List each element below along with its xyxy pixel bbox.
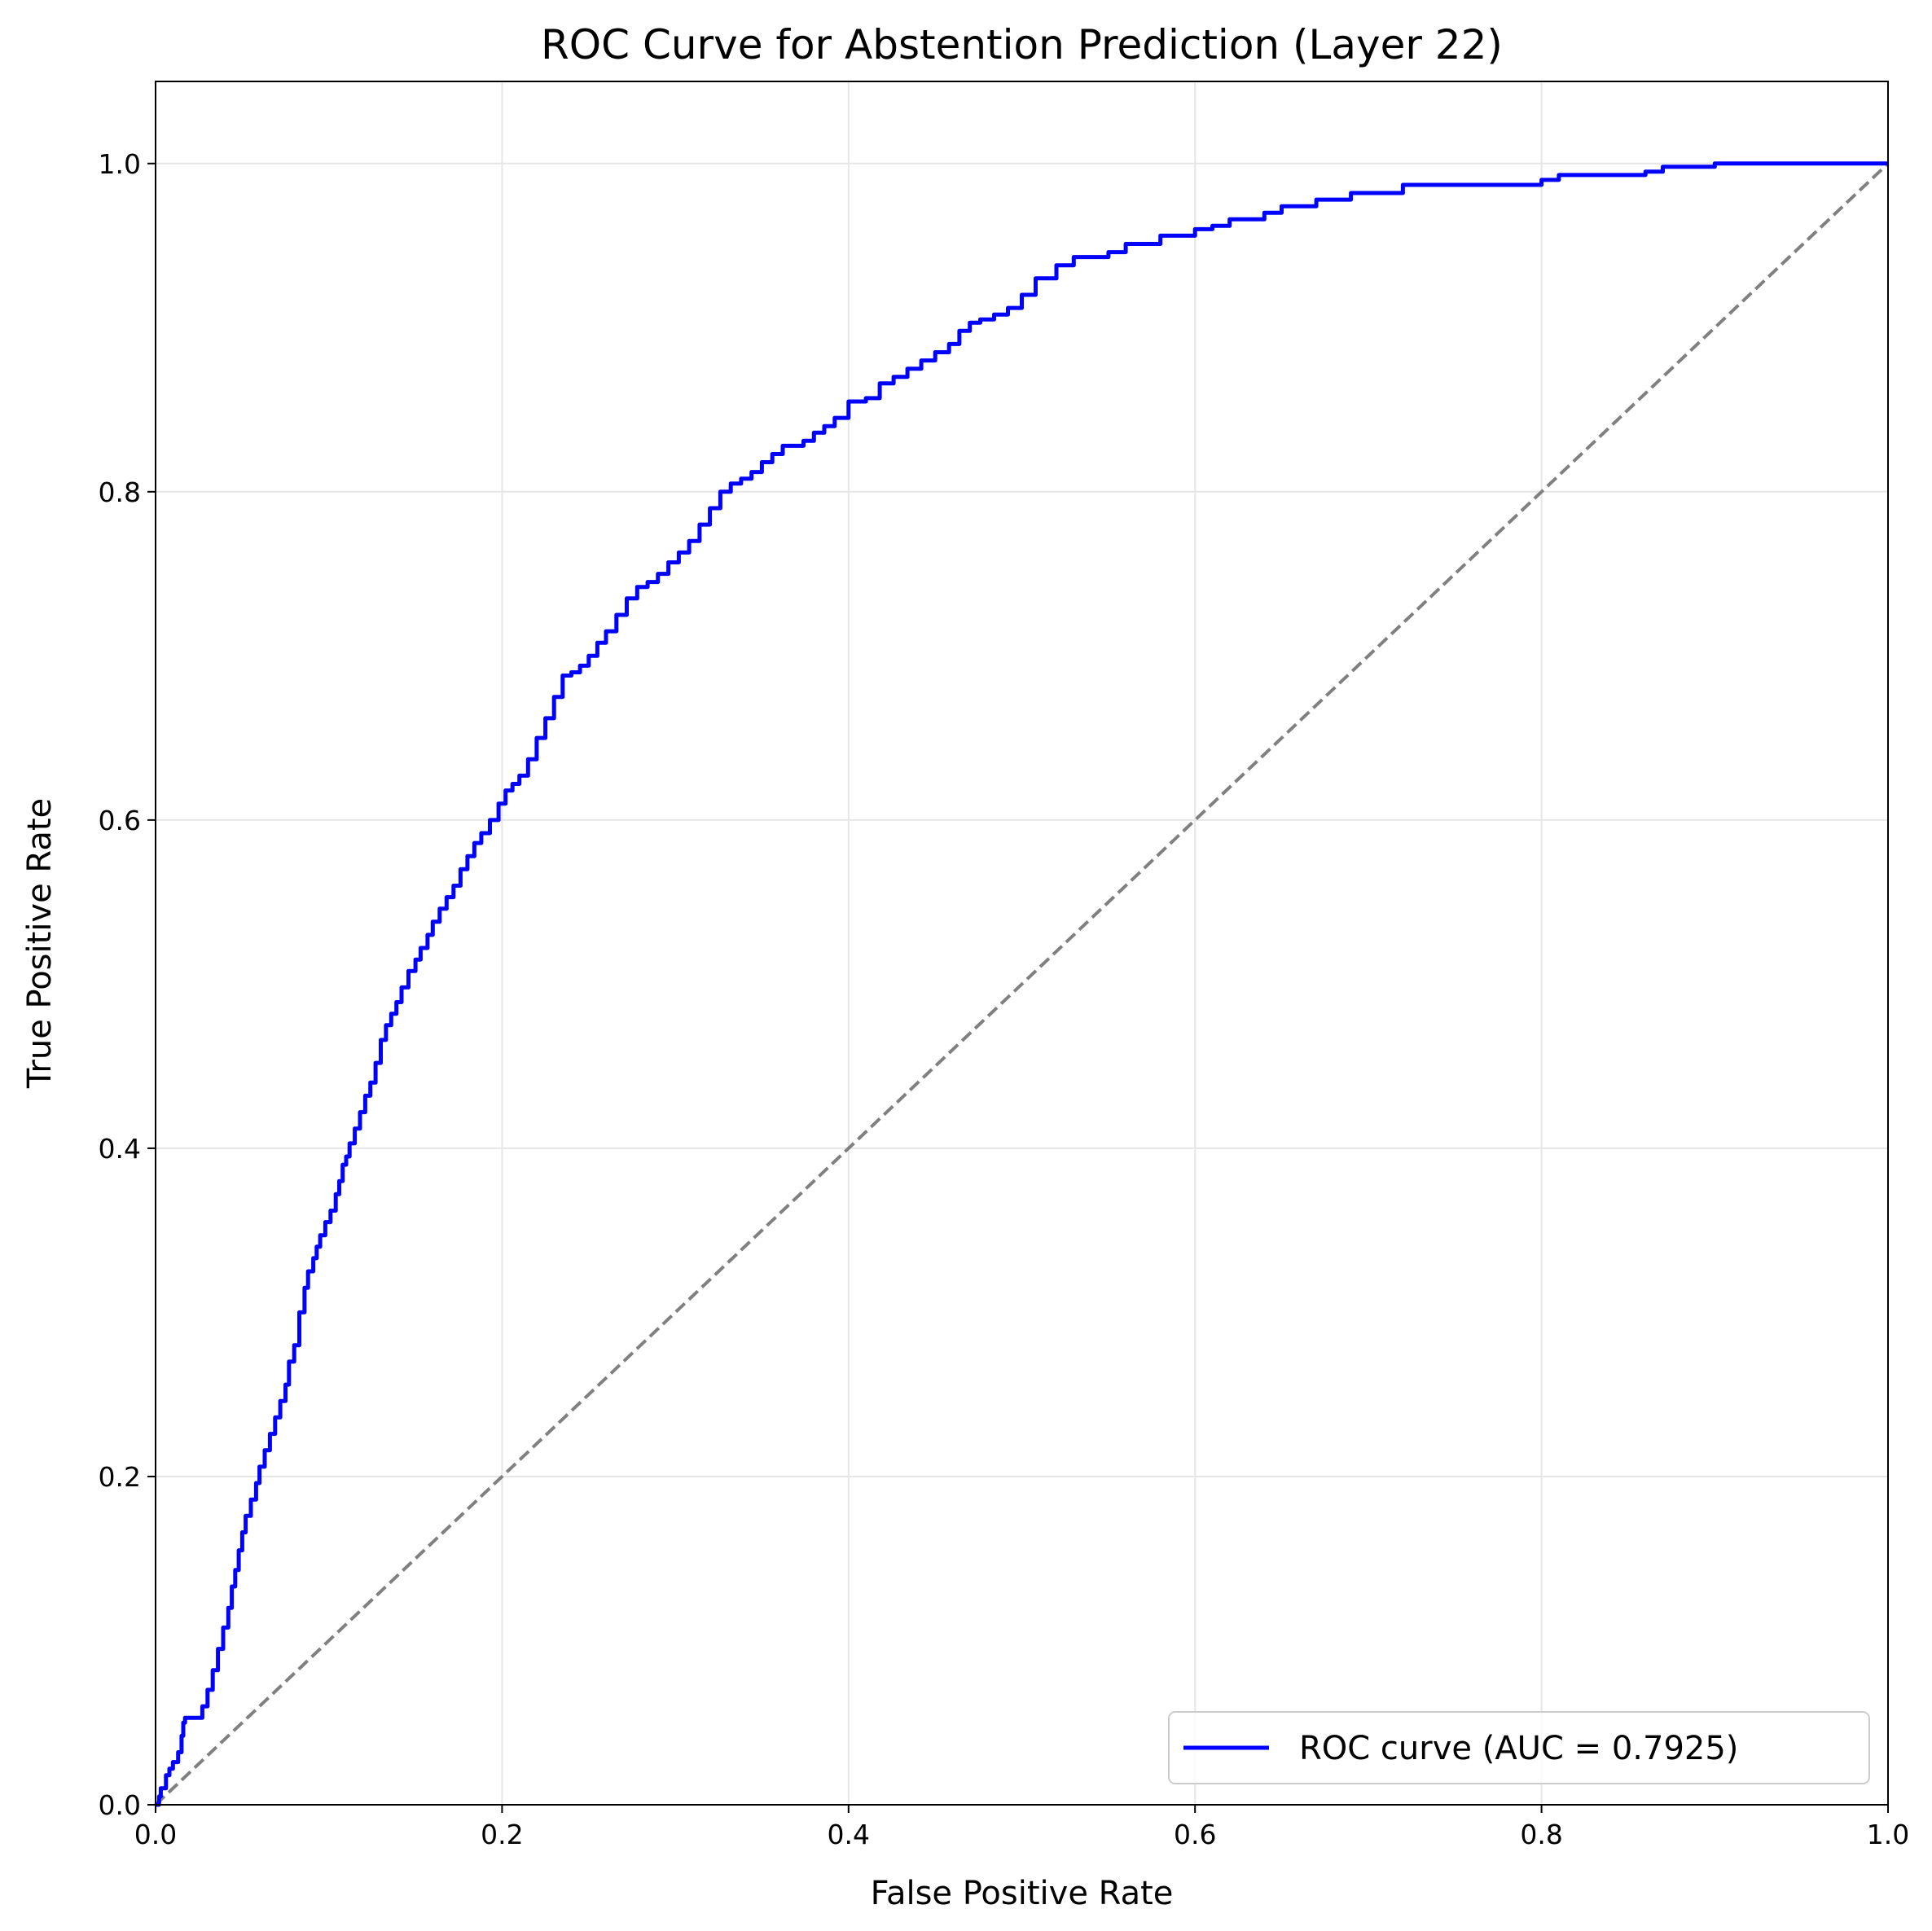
plot-series	[154, 161, 1890, 1807]
chance-diagonal-line	[154, 162, 1890, 1806]
x-tick-label-0: 0.0	[134, 1819, 177, 1850]
y-tick-label-0: 0.0	[99, 1789, 141, 1821]
y-tick-label-5: 1.0	[99, 148, 141, 180]
x-axis-label: False Positive Rate	[871, 1875, 1174, 1912]
y-tick-label-3: 0.6	[99, 805, 141, 836]
x-tick-label-2: 0.4	[828, 1819, 870, 1850]
y-tick-label-4: 0.8	[99, 476, 141, 508]
x-tick-label-4: 0.8	[1520, 1819, 1562, 1850]
y-tick-label-2: 0.4	[99, 1133, 141, 1165]
legend-label-roc: ROC curve (AUC = 0.7925)	[1299, 1730, 1738, 1767]
y-tick-label-1: 0.2	[99, 1461, 141, 1493]
chart-title: ROC Curve for Abstention Prediction (Lay…	[541, 21, 1503, 68]
x-tick-label-5: 1.0	[1867, 1819, 1909, 1850]
legend-box	[1168, 1711, 1870, 1784]
roc-curve-line	[156, 161, 1888, 1807]
y-axis-label: True Positive Rate	[21, 798, 59, 1089]
x-tick-label-1: 0.2	[481, 1819, 523, 1850]
axis-ticks: 0.0 0.2 0.4 0.6 0.8 1.0 0.0 0.2 0.4 0.6 0.8 1.0	[99, 148, 1910, 1850]
x-tick-label-3: 0.6	[1174, 1819, 1216, 1850]
legend: ROC curve (AUC = 0.7925)	[1168, 1711, 1870, 1784]
plot-frame	[155, 81, 1889, 1806]
